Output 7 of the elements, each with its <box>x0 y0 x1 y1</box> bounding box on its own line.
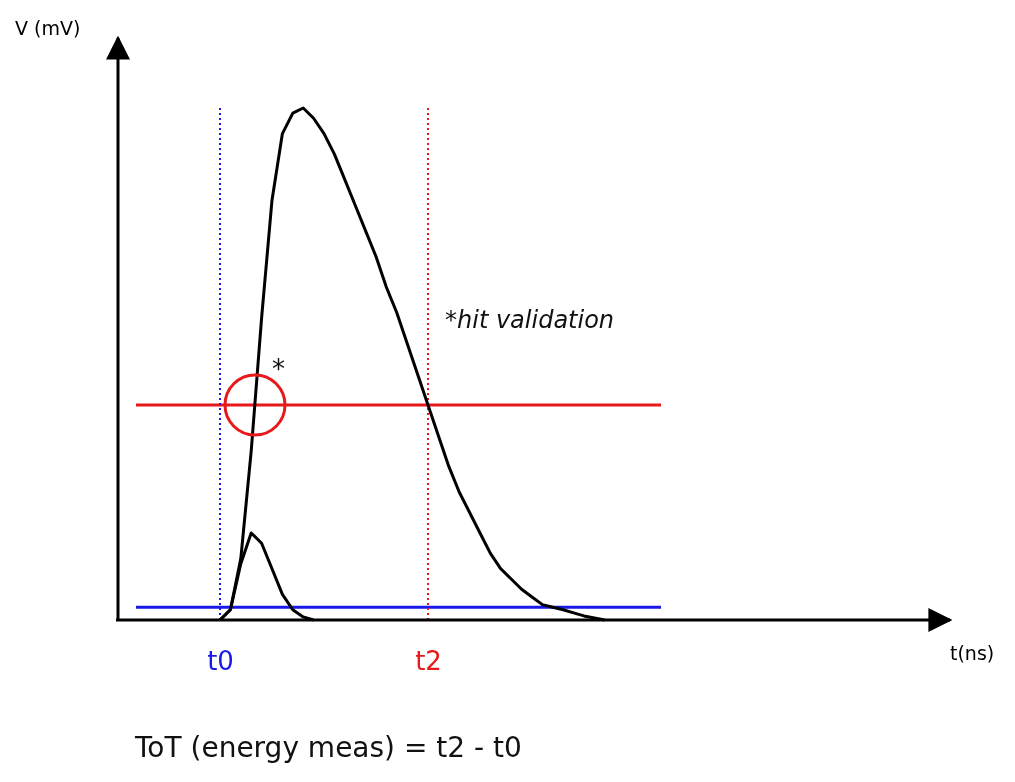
annotation: *hit validation <box>445 306 615 334</box>
y-axis-title: V (mV) <box>15 17 81 39</box>
x-axis-title: t(ns) <box>950 642 995 664</box>
annotation: * <box>272 354 285 384</box>
text: ToT (energy meas) = t2 - t0 <box>134 731 522 764</box>
x-tick-label: t0 <box>207 646 234 677</box>
x-tick-label: t2 <box>415 646 442 677</box>
